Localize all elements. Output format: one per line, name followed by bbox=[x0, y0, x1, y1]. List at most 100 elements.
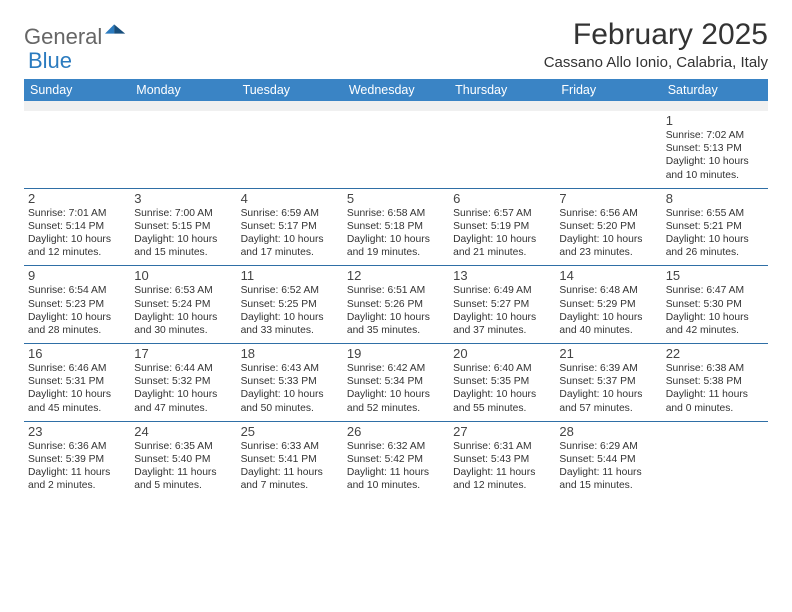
day-cell: 27Sunrise: 6:31 AMSunset: 5:43 PMDayligh… bbox=[449, 421, 555, 498]
day-number: 18 bbox=[241, 346, 339, 361]
day-cell: 1Sunrise: 7:02 AMSunset: 5:13 PMDaylight… bbox=[662, 111, 768, 188]
day-detail: and 12 minutes. bbox=[453, 479, 551, 492]
day-detail: Sunrise: 7:01 AM bbox=[28, 207, 126, 220]
day-detail: Daylight: 10 hours bbox=[134, 233, 232, 246]
day-cell: 24Sunrise: 6:35 AMSunset: 5:40 PMDayligh… bbox=[130, 421, 236, 498]
title-block: February 2025 Cassano Allo Ionio, Calabr… bbox=[544, 18, 768, 71]
day-detail: Daylight: 10 hours bbox=[666, 311, 764, 324]
week-row: 2Sunrise: 7:01 AMSunset: 5:14 PMDaylight… bbox=[24, 188, 768, 266]
day-detail: Sunset: 5:30 PM bbox=[666, 298, 764, 311]
day-detail: Sunset: 5:39 PM bbox=[28, 453, 126, 466]
day-cell bbox=[237, 111, 343, 188]
day-detail: Sunrise: 6:29 AM bbox=[559, 440, 657, 453]
day-detail: and 45 minutes. bbox=[28, 402, 126, 415]
day-cell: 11Sunrise: 6:52 AMSunset: 5:25 PMDayligh… bbox=[237, 266, 343, 344]
day-detail: and 21 minutes. bbox=[453, 246, 551, 259]
day-detail: Daylight: 10 hours bbox=[241, 388, 339, 401]
day-detail: Sunset: 5:26 PM bbox=[347, 298, 445, 311]
weekday-header: Wednesday bbox=[343, 79, 449, 101]
day-detail: and 10 minutes. bbox=[347, 479, 445, 492]
day-cell: 14Sunrise: 6:48 AMSunset: 5:29 PMDayligh… bbox=[555, 266, 661, 344]
weekday-header-row: Sunday Monday Tuesday Wednesday Thursday… bbox=[24, 79, 768, 101]
day-detail: Daylight: 11 hours bbox=[559, 466, 657, 479]
day-detail: Daylight: 10 hours bbox=[347, 311, 445, 324]
day-number: 26 bbox=[347, 424, 445, 439]
day-detail: Daylight: 11 hours bbox=[666, 388, 764, 401]
day-detail: Daylight: 10 hours bbox=[134, 311, 232, 324]
day-detail: and 52 minutes. bbox=[347, 402, 445, 415]
day-detail: Sunset: 5:37 PM bbox=[559, 375, 657, 388]
week-row: 23Sunrise: 6:36 AMSunset: 5:39 PMDayligh… bbox=[24, 421, 768, 498]
day-detail: Daylight: 10 hours bbox=[134, 388, 232, 401]
day-detail: Daylight: 10 hours bbox=[559, 388, 657, 401]
day-detail: Sunset: 5:44 PM bbox=[559, 453, 657, 466]
day-detail: Daylight: 11 hours bbox=[134, 466, 232, 479]
day-detail: and 30 minutes. bbox=[134, 324, 232, 337]
day-detail: and 40 minutes. bbox=[559, 324, 657, 337]
day-detail: Daylight: 10 hours bbox=[559, 233, 657, 246]
day-number: 20 bbox=[453, 346, 551, 361]
logo-mark-icon bbox=[105, 18, 127, 44]
day-cell: 17Sunrise: 6:44 AMSunset: 5:32 PMDayligh… bbox=[130, 344, 236, 422]
day-detail: Sunset: 5:20 PM bbox=[559, 220, 657, 233]
day-number: 8 bbox=[666, 191, 764, 206]
day-detail: Sunrise: 6:32 AM bbox=[347, 440, 445, 453]
day-number: 14 bbox=[559, 268, 657, 283]
weekday-header: Tuesday bbox=[237, 79, 343, 101]
day-detail: Sunrise: 6:39 AM bbox=[559, 362, 657, 375]
day-detail: Sunrise: 7:02 AM bbox=[666, 129, 764, 142]
day-detail: Sunset: 5:41 PM bbox=[241, 453, 339, 466]
day-cell: 7Sunrise: 6:56 AMSunset: 5:20 PMDaylight… bbox=[555, 188, 661, 266]
day-cell: 23Sunrise: 6:36 AMSunset: 5:39 PMDayligh… bbox=[24, 421, 130, 498]
day-detail: Daylight: 10 hours bbox=[666, 155, 764, 168]
day-detail: Daylight: 11 hours bbox=[28, 466, 126, 479]
day-number: 16 bbox=[28, 346, 126, 361]
day-detail: Sunrise: 6:40 AM bbox=[453, 362, 551, 375]
day-cell: 16Sunrise: 6:46 AMSunset: 5:31 PMDayligh… bbox=[24, 344, 130, 422]
day-detail: Sunset: 5:31 PM bbox=[28, 375, 126, 388]
day-number: 13 bbox=[453, 268, 551, 283]
day-number: 7 bbox=[559, 191, 657, 206]
day-cell: 12Sunrise: 6:51 AMSunset: 5:26 PMDayligh… bbox=[343, 266, 449, 344]
day-cell: 13Sunrise: 6:49 AMSunset: 5:27 PMDayligh… bbox=[449, 266, 555, 344]
day-detail: and 17 minutes. bbox=[241, 246, 339, 259]
weekday-header: Friday bbox=[555, 79, 661, 101]
day-detail: Daylight: 10 hours bbox=[453, 233, 551, 246]
day-detail: Daylight: 10 hours bbox=[347, 233, 445, 246]
day-cell: 20Sunrise: 6:40 AMSunset: 5:35 PMDayligh… bbox=[449, 344, 555, 422]
day-detail: Sunrise: 6:36 AM bbox=[28, 440, 126, 453]
day-detail: Daylight: 10 hours bbox=[241, 233, 339, 246]
day-number: 15 bbox=[666, 268, 764, 283]
day-detail: and 42 minutes. bbox=[666, 324, 764, 337]
day-detail: Sunrise: 6:49 AM bbox=[453, 284, 551, 297]
day-number: 1 bbox=[666, 113, 764, 128]
day-detail: Sunset: 5:17 PM bbox=[241, 220, 339, 233]
day-detail: Sunrise: 7:00 AM bbox=[134, 207, 232, 220]
day-number: 17 bbox=[134, 346, 232, 361]
day-number: 5 bbox=[347, 191, 445, 206]
day-detail: Sunrise: 6:47 AM bbox=[666, 284, 764, 297]
week-row: 9Sunrise: 6:54 AMSunset: 5:23 PMDaylight… bbox=[24, 266, 768, 344]
day-detail: Sunset: 5:42 PM bbox=[347, 453, 445, 466]
day-detail: Sunrise: 6:31 AM bbox=[453, 440, 551, 453]
day-number: 22 bbox=[666, 346, 764, 361]
week-row: 1Sunrise: 7:02 AMSunset: 5:13 PMDaylight… bbox=[24, 111, 768, 188]
day-cell bbox=[555, 111, 661, 188]
day-detail: Sunset: 5:29 PM bbox=[559, 298, 657, 311]
day-detail: Sunset: 5:38 PM bbox=[666, 375, 764, 388]
day-detail: and 26 minutes. bbox=[666, 246, 764, 259]
day-cell: 8Sunrise: 6:55 AMSunset: 5:21 PMDaylight… bbox=[662, 188, 768, 266]
day-detail: and 0 minutes. bbox=[666, 402, 764, 415]
blank-row bbox=[24, 101, 768, 111]
day-detail: Sunrise: 6:55 AM bbox=[666, 207, 764, 220]
day-detail: Sunrise: 6:43 AM bbox=[241, 362, 339, 375]
day-detail: Sunset: 5:35 PM bbox=[453, 375, 551, 388]
day-number: 4 bbox=[241, 191, 339, 206]
day-detail: Sunrise: 6:52 AM bbox=[241, 284, 339, 297]
day-cell: 5Sunrise: 6:58 AMSunset: 5:18 PMDaylight… bbox=[343, 188, 449, 266]
day-detail: Daylight: 10 hours bbox=[241, 311, 339, 324]
day-cell bbox=[24, 111, 130, 188]
day-cell: 2Sunrise: 7:01 AMSunset: 5:14 PMDaylight… bbox=[24, 188, 130, 266]
day-detail: Sunset: 5:25 PM bbox=[241, 298, 339, 311]
day-detail: and 15 minutes. bbox=[134, 246, 232, 259]
